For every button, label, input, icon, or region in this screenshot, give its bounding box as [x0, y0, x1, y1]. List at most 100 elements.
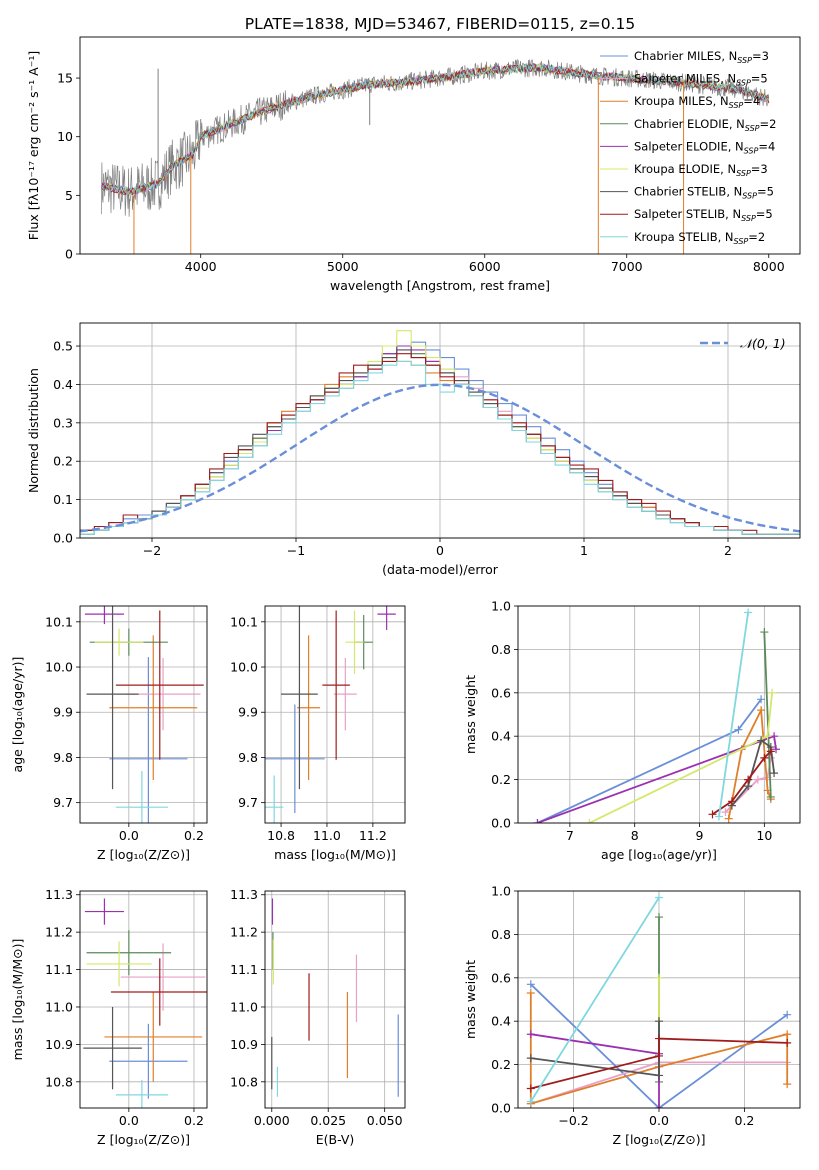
weight-marker — [760, 753, 769, 762]
legend-entry: 𝒩(0, 1) — [740, 336, 786, 351]
weight-marker — [757, 706, 766, 715]
y-tick-label: 11.2 — [45, 925, 73, 940]
legend-entry: Kroupa ELODIE, NSSP=3 — [634, 162, 768, 178]
legend-text: Salpeter MILES, N — [634, 72, 736, 86]
axes-frame — [517, 605, 801, 824]
figure-title: PLATE=1838, MJD=53467, FIBERID=0115, z=0… — [245, 15, 635, 33]
y-tick-label: 0.8 — [491, 642, 511, 657]
weight-marker — [734, 725, 743, 734]
weight-marker — [783, 1038, 792, 1047]
y-tick-label: 10.9 — [230, 1037, 258, 1052]
x-tick-label: 4000 — [185, 259, 217, 274]
y-tick-label: 9.9 — [238, 705, 258, 720]
y-tick-label: 0.6 — [491, 685, 511, 700]
plot-area — [100, 58, 770, 254]
plot-area — [526, 893, 792, 1108]
legend-entry: Salpeter MILES, NSSP=5 — [634, 72, 768, 88]
y-tick-label: 15 — [57, 71, 73, 86]
y-tick-label: 10.0 — [45, 660, 73, 675]
weight-marker — [655, 1051, 663, 1060]
y-tick-label: 0.0 — [491, 1101, 511, 1116]
y-tick-label: 11.3 — [230, 887, 258, 902]
y-tick-label: 10 — [57, 129, 73, 144]
weight-marker — [708, 810, 717, 819]
panel-6: 0.000 0.025 0.050 10.8 10.9 11.0 11.1 11.2 11.3 E… — [230, 887, 406, 1147]
weight-marker — [753, 775, 762, 784]
y-tick-label: 0.4 — [53, 377, 73, 392]
legend-text: =2 — [760, 117, 777, 131]
panel-0: 4000 5000 6000 7000 8000 0 5 10 15 wavelength [An… — [26, 36, 801, 293]
y-axis-label: mass weight — [463, 675, 478, 754]
model-spectrum-kroupa-stelib — [100, 63, 770, 195]
axes-frame — [79, 605, 208, 824]
legend-subscript: SSP — [729, 101, 744, 110]
y-tick-label: 11.0 — [45, 999, 73, 1014]
weight-marker — [526, 1054, 535, 1063]
legend-text: Kroupa ELODIE, N — [634, 162, 736, 176]
plot-area — [271, 898, 399, 1097]
legend-subscript: SSP — [745, 124, 760, 133]
legend-text: Salpeter ELODIE, N — [634, 139, 744, 153]
legend-entry: Chabrier STELIB, NSSP=5 — [634, 185, 774, 201]
x-tick-label: 11.0 — [313, 828, 341, 843]
x-tick-label: 11.2 — [359, 828, 387, 843]
y-tick-label: 0.2 — [53, 454, 73, 469]
y-tick-label: 0.4 — [491, 729, 511, 744]
x-tick-label: 0.0 — [119, 1113, 139, 1128]
weight-marker — [757, 695, 766, 704]
weight-marker — [783, 1030, 792, 1039]
weight-marker — [655, 893, 663, 902]
x-tick-label: 8 — [631, 828, 639, 843]
x-tick-label: 10.8 — [267, 828, 295, 843]
y-tick-label: 9.8 — [53, 750, 73, 765]
y-tick-label: 11.2 — [230, 925, 258, 940]
weight-marker — [526, 980, 535, 989]
legend-entry: Kroupa MILES, NSSP=4 — [634, 94, 760, 110]
weight-line-chabrier-elodie — [763, 631, 772, 798]
x-tick-label: 7 — [566, 828, 574, 843]
x-axis-label: age [log₁₀(age/yr)] — [601, 847, 717, 862]
y-tick-label: 10.9 — [45, 1037, 73, 1052]
axes-frame — [517, 890, 801, 1109]
x-tick-label: −0.2 — [558, 1113, 588, 1128]
legend-entry: Chabrier ELODIE, NSSP=2 — [634, 117, 776, 133]
legend-text: =4 — [743, 94, 760, 108]
y-tick-label: 11.1 — [230, 962, 258, 977]
legend-subscript: SSP — [744, 146, 759, 155]
legend-subscript: SSP — [741, 214, 756, 223]
legend-text: Chabrier ELODIE, N — [634, 117, 745, 131]
weight-marker — [721, 808, 730, 817]
plot-area — [84, 606, 204, 823]
x-tick-label: 9 — [696, 828, 704, 843]
y-tick-label: 10.1 — [45, 614, 73, 629]
x-tick-label: 0.0 — [649, 1113, 669, 1128]
gaussian-curve — [80, 383, 800, 533]
legend-subscript: SSP — [734, 237, 749, 246]
weight-marker — [526, 1084, 535, 1093]
weight-marker — [757, 736, 766, 745]
weight-line-kroupa-stelib — [718, 612, 749, 817]
x-tick-label: 1 — [580, 543, 588, 558]
x-tick-label: 0.050 — [367, 1113, 403, 1128]
legend-text: =2 — [748, 230, 765, 244]
x-axis-label: Z [log₁₀(Z/Z⊙)] — [97, 1132, 190, 1147]
x-tick-label: 0.0 — [119, 828, 139, 843]
weight-marker — [526, 988, 535, 997]
legend-text: Kroupa MILES, N — [634, 94, 729, 108]
legend-subscript: SSP — [736, 79, 751, 88]
x-tick-label: 0.025 — [310, 1113, 346, 1128]
legend-entry: Chabrier MILES, NSSP=3 — [634, 49, 769, 65]
panel-2: 0.0 0.2 9.7 9.8 9.9 10.0 10.1 Z [log₁₀(Z/Z⊙)] ag… — [10, 605, 208, 862]
weight-marker — [655, 1017, 663, 1026]
weight-marker — [763, 732, 772, 741]
y-tick-label: 9.8 — [238, 750, 258, 765]
x-tick-label: 5000 — [327, 259, 359, 274]
panel-5: 0.0 0.2 10.8 10.9 11.0 11.1 11.2 11.3 Z [log₁₀(Z… — [10, 887, 208, 1147]
y-tick-label: 11.3 — [45, 887, 73, 902]
y-tick-label: 0.4 — [491, 1014, 511, 1029]
x-tick-label: 0.000 — [254, 1113, 290, 1128]
x-tick-label: 0.2 — [184, 1113, 204, 1128]
weight-marker — [655, 1104, 663, 1108]
x-tick-label: 10 — [756, 828, 772, 843]
